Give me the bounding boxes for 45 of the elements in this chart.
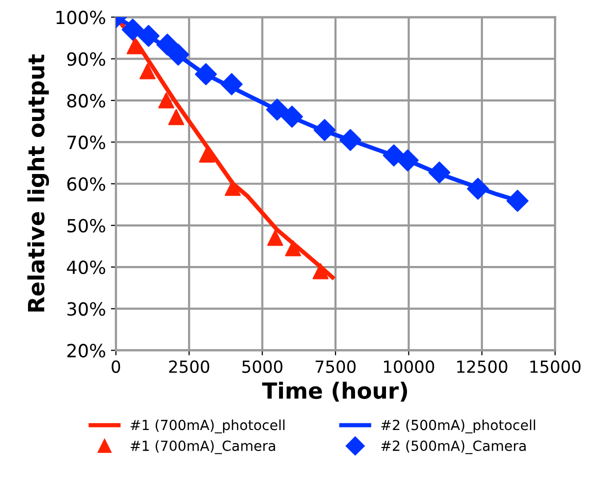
y-tick-label: 80% <box>67 94 106 108</box>
legend-label: #1 (700mA)_photocell <box>130 419 284 434</box>
legend-label: #1 (700mA)_Camera <box>130 440 276 454</box>
point <box>138 24 160 47</box>
x-tick-label: 5000 <box>242 360 282 373</box>
y-tick-label: 70% <box>68 136 106 150</box>
x-tick-label: 7500 <box>316 360 356 373</box>
x-tick-label: 15000 <box>530 360 580 373</box>
point <box>466 178 489 200</box>
y-tick-label: 30% <box>67 302 106 316</box>
x-tick-label: 10000 <box>384 360 434 373</box>
y-tick-label: 50% <box>67 218 106 233</box>
y-tick-label: 20% <box>67 344 106 358</box>
point <box>220 73 243 96</box>
point <box>382 144 405 166</box>
point <box>122 18 144 41</box>
y-tick-label: 90% <box>67 52 106 66</box>
point <box>428 162 450 184</box>
point <box>167 44 190 66</box>
y-axis-title: Relative light output <box>27 54 50 312</box>
y-tick-label: 60% <box>67 177 106 191</box>
point <box>266 98 288 121</box>
x-axis-title: Time (hour) <box>262 382 408 402</box>
legend-label: #2 (500mA)_photocell <box>381 419 536 434</box>
x-tick-label: 0 <box>112 360 120 373</box>
y-tick-label: 40% <box>66 260 106 274</box>
point <box>198 146 215 163</box>
legend-label: #2 (500mA)_Camera <box>381 440 526 454</box>
point <box>156 34 178 56</box>
point <box>224 180 241 196</box>
point <box>506 190 528 212</box>
point <box>140 63 156 80</box>
point <box>285 240 302 256</box>
point <box>312 263 329 280</box>
point <box>396 149 419 172</box>
y-tick-label: 100% <box>56 10 106 24</box>
point <box>158 92 174 108</box>
point <box>194 63 217 86</box>
x-tick-label: 2500 <box>169 360 210 373</box>
point <box>280 106 303 128</box>
point <box>168 109 184 126</box>
point <box>267 230 284 246</box>
point <box>339 129 362 152</box>
x-tick-label: 12500 <box>457 360 508 373</box>
point <box>314 119 336 142</box>
